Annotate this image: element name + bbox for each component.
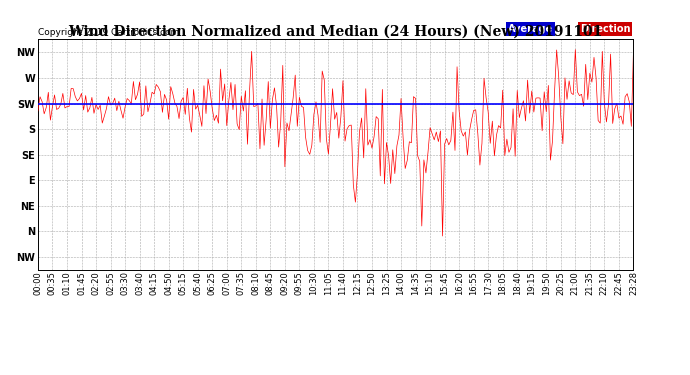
Text: Direction: Direction	[580, 24, 631, 34]
Text: Average: Average	[508, 24, 553, 34]
Text: Copyright 2019 Cartronics.com: Copyright 2019 Cartronics.com	[38, 28, 179, 37]
Title: Wind Direction Normalized and Median (24 Hours) (New) 20191101: Wind Direction Normalized and Median (24…	[68, 24, 603, 38]
